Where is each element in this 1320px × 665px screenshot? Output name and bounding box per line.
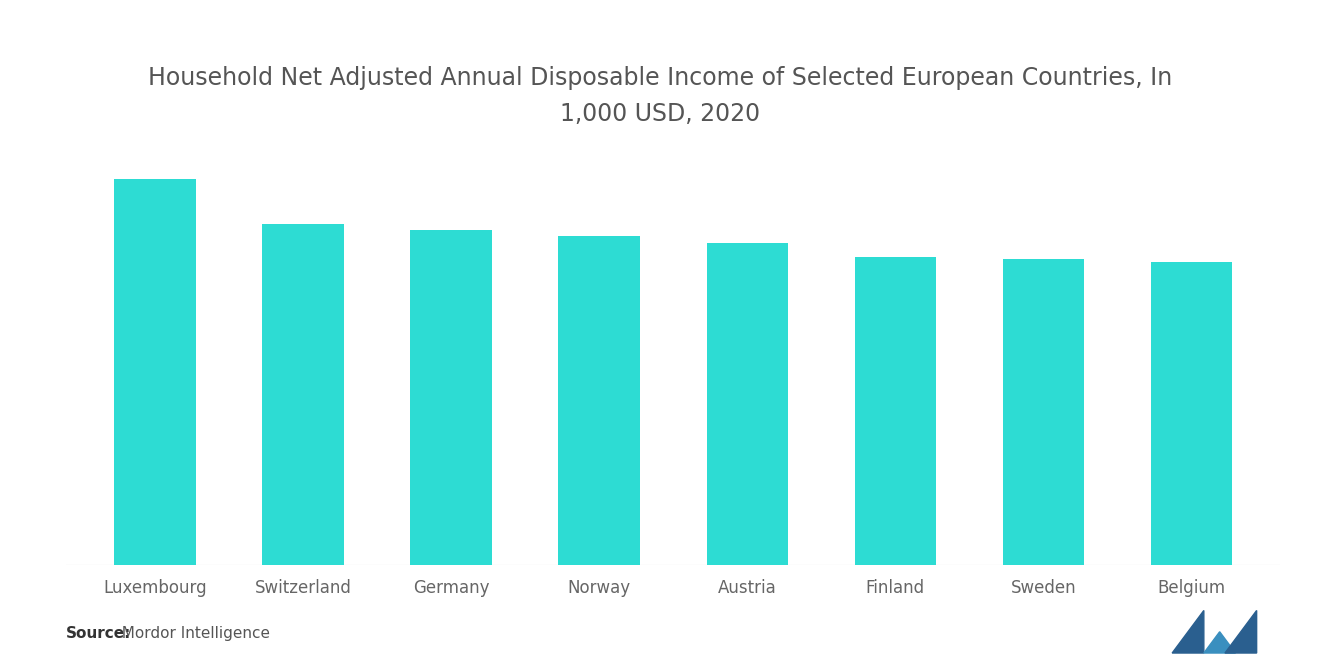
- Text: Mordor Intelligence: Mordor Intelligence: [112, 626, 271, 642]
- Polygon shape: [1204, 632, 1236, 653]
- Bar: [411, 229, 492, 565]
- Polygon shape: [1225, 610, 1257, 653]
- Polygon shape: [1172, 610, 1204, 653]
- Bar: [706, 243, 788, 565]
- Bar: [263, 223, 343, 565]
- Bar: [114, 179, 195, 565]
- Bar: [1003, 259, 1084, 565]
- Bar: [1151, 262, 1233, 565]
- Text: Household Net Adjusted Annual Disposable Income of Selected European Countries, : Household Net Adjusted Annual Disposable…: [148, 66, 1172, 126]
- Text: Source:: Source:: [66, 626, 132, 642]
- Bar: [854, 257, 936, 565]
- Bar: [558, 236, 640, 565]
